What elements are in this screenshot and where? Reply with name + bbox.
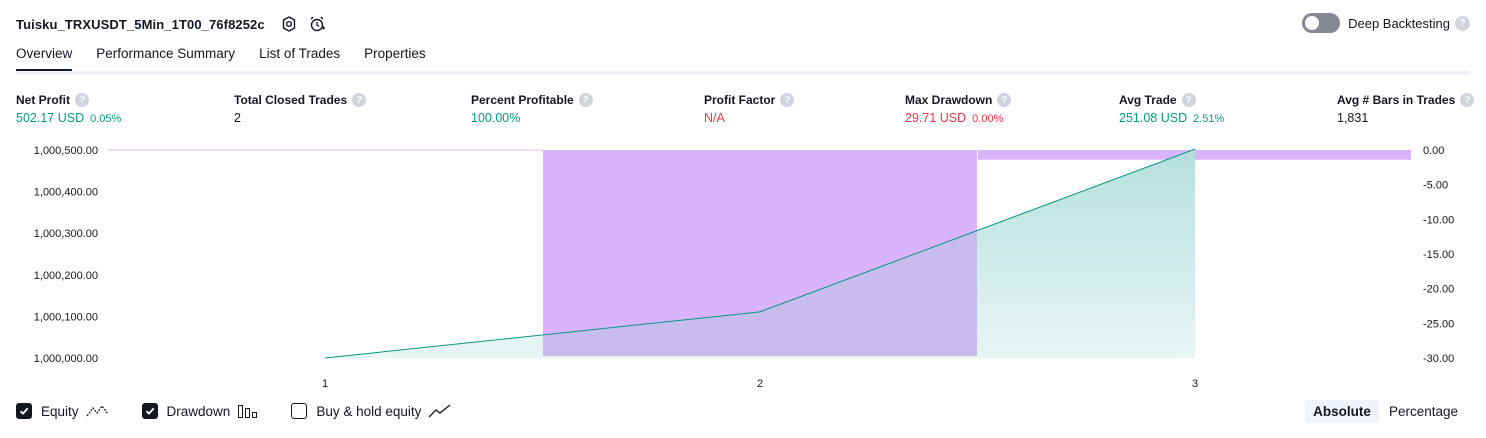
view-mode-switch: Absolute Percentage xyxy=(1305,400,1466,423)
right-axis-tick: -15.00 xyxy=(1423,249,1454,261)
right-axis-tick: -30.00 xyxy=(1423,353,1454,365)
equity-checkbox[interactable] xyxy=(16,403,32,419)
left-axis-tick: 1,000,400.00 xyxy=(34,187,98,199)
metric-value: 100.00% xyxy=(471,111,521,125)
drawdown-bars-icon xyxy=(237,403,259,419)
metric-percent: 0.00% xyxy=(972,113,1004,125)
metric-max-drawdown: Max Drawdown? 29.71 USD 0.00% xyxy=(905,93,1012,125)
right-axis-tick: -5.00 xyxy=(1423,180,1448,192)
help-icon[interactable]: ? xyxy=(1460,93,1475,107)
tab-list-of-trades[interactable]: List of Trades xyxy=(259,46,341,61)
help-icon[interactable]: ? xyxy=(1181,93,1196,107)
help-icon[interactable]: ? xyxy=(352,93,367,107)
equity-line xyxy=(324,148,1196,359)
tab-bar: Overview Performance Summary List of Tra… xyxy=(16,46,450,72)
metric-total-closed-trades: Total Closed Trades? 2 xyxy=(234,93,367,125)
metric-value: 29.71 USD xyxy=(905,111,967,125)
left-axis-tick: 1,000,000.00 xyxy=(34,353,98,365)
left-axis-tick: 1,000,500.00 xyxy=(34,145,98,157)
x-axis-tick: 1 xyxy=(322,378,328,390)
alarm-clock-icon[interactable] xyxy=(307,14,327,34)
metric-profit-factor: Profit Factor? N/A xyxy=(704,93,795,125)
percentage-button[interactable]: Percentage xyxy=(1388,404,1458,419)
metric-value: 502.17 USD xyxy=(16,111,85,125)
equity-drawdown-chart: 1,000,500.00 1,000,400.00 1,000,300.00 1,00… xyxy=(34,145,1454,390)
legend-buy-hold[interactable]: Buy & hold equity xyxy=(291,403,452,419)
equity-drawdown-overlap xyxy=(543,230,977,356)
deep-backtesting-toggle[interactable] xyxy=(1302,13,1341,33)
deep-backtesting-control: Deep Backtesting ? xyxy=(1302,13,1470,33)
equity-line-icon xyxy=(86,404,110,418)
left-axis-tick: 1,000,100.00 xyxy=(34,311,98,323)
help-icon[interactable]: ? xyxy=(780,93,795,107)
tab-divider xyxy=(16,71,1470,75)
metric-value: 1,831 xyxy=(1337,111,1369,125)
equity-area xyxy=(325,149,1195,358)
metric-net-profit: Net Profit? 502.17 USD 0.05% xyxy=(16,93,121,125)
deep-backtesting-label: Deep Backtesting xyxy=(1348,15,1450,31)
left-axis-tick: 1,000,300.00 xyxy=(34,228,98,240)
left-axis-tick: 1,000,200.00 xyxy=(34,270,98,282)
legend-drawdown[interactable]: Drawdown xyxy=(141,403,260,419)
settings-gear-icon[interactable] xyxy=(279,14,299,34)
metric-avg-trade: Avg Trade? 251.08 USD 2.51% xyxy=(1119,93,1224,125)
help-icon[interactable]: ? xyxy=(1455,15,1470,31)
metric-label: Total Closed Trades xyxy=(234,93,348,107)
x-axis-tick: 3 xyxy=(1192,378,1198,390)
metric-value: 2 xyxy=(234,111,241,125)
buy-hold-label: Buy & hold equity xyxy=(316,403,422,419)
help-icon[interactable]: ? xyxy=(75,93,89,107)
metric-value: N/A xyxy=(704,111,725,125)
drawdown-checkbox[interactable] xyxy=(141,403,158,419)
metric-label: Avg # Bars in Trades xyxy=(1337,93,1456,107)
metric-label: Avg Trade xyxy=(1119,93,1177,107)
tab-overview[interactable]: Overview xyxy=(16,46,73,72)
strategy-title: Tuisku_TRXUSDT_5Min_1T00_76f8252c xyxy=(16,16,265,32)
metric-avg-bars: Avg # Bars in Trades? 1,831 xyxy=(1337,93,1475,125)
metric-label: Percent Profitable xyxy=(471,93,574,107)
metric-label: Net Profit xyxy=(16,93,70,107)
absolute-button[interactable]: Absolute xyxy=(1305,400,1379,423)
metric-percent: 2.51% xyxy=(1193,113,1225,125)
buy-hold-line-icon xyxy=(428,403,452,419)
right-axis-tick: -20.00 xyxy=(1423,284,1454,296)
metric-label: Max Drawdown xyxy=(905,93,993,107)
legend-equity[interactable]: Equity xyxy=(16,403,110,419)
right-axis-tick: -10.00 xyxy=(1423,214,1454,226)
right-axis-tick: -25.00 xyxy=(1423,318,1454,330)
metric-label: Profit Factor xyxy=(704,93,776,107)
drawdown-label: Drawdown xyxy=(166,403,231,419)
help-icon[interactable]: ? xyxy=(578,93,593,107)
tab-performance-summary[interactable]: Performance Summary xyxy=(96,46,236,61)
right-axis-tick: 0.00 xyxy=(1423,145,1444,157)
x-axis-tick: 2 xyxy=(757,378,763,390)
help-icon[interactable]: ? xyxy=(997,93,1012,107)
tab-properties[interactable]: Properties xyxy=(364,46,426,61)
strategy-header: Tuisku_TRXUSDT_5Min_1T00_76f8252c xyxy=(16,12,327,36)
metric-percent-profitable: Percent Profitable? 100.00% xyxy=(471,93,593,125)
metric-percent: 0.05% xyxy=(90,113,122,125)
chart-legend: Equity Drawdown Buy & hold equity xyxy=(16,403,484,419)
equity-label: Equity xyxy=(41,403,79,419)
metric-value: 251.08 USD xyxy=(1119,111,1188,125)
toggle-knob xyxy=(1305,16,1320,30)
buy-hold-checkbox[interactable] xyxy=(291,403,308,419)
